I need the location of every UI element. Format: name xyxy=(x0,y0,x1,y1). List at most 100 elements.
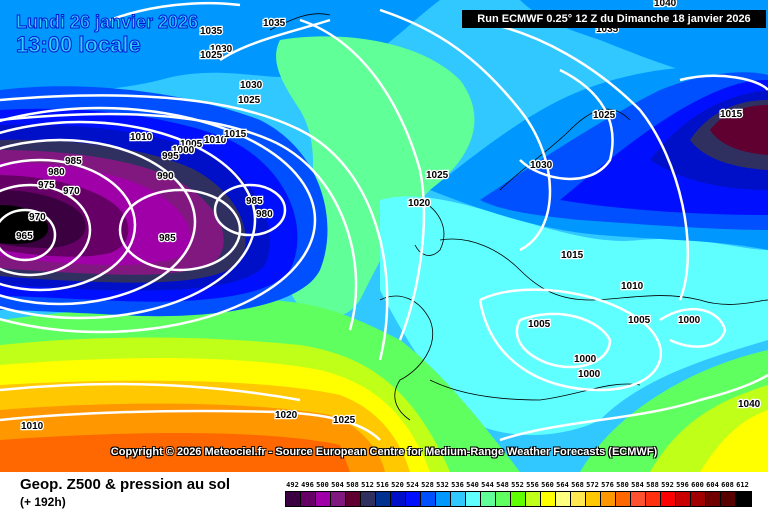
legend-swatch xyxy=(466,492,481,506)
pressure-label: 1025 xyxy=(333,415,356,426)
legend-swatch xyxy=(706,492,721,506)
legend-value: 600 xyxy=(691,481,704,489)
pressure-label: 1005 xyxy=(628,315,651,326)
legend-value: 500 xyxy=(316,481,329,489)
legend-swatch xyxy=(646,492,661,506)
pressure-label: 980 xyxy=(48,167,65,178)
pressure-label: 1015 xyxy=(561,250,584,261)
model-run-info: Run ECMWF 0.25° 12 Z du Dimanche 18 janv… xyxy=(462,10,766,28)
legend-swatch xyxy=(511,492,526,506)
pressure-label: 1000 xyxy=(578,369,601,380)
pressure-labels: 1035 1035 1030 1025 1030 1025 1010 1005 … xyxy=(15,0,762,433)
legend-labels: 492 496 500 504 508 512 516 520 524 528 532 536 540 5… xyxy=(285,481,752,491)
legend-value: 548 xyxy=(496,481,509,489)
copyright-notice: Copyright © 2026 Meteociel.fr - Source E… xyxy=(110,446,658,458)
pressure-label: 1000 xyxy=(574,354,597,365)
legend-swatch xyxy=(661,492,676,506)
legend-swatch xyxy=(481,492,496,506)
legend-swatch xyxy=(541,492,556,506)
legend-swatches xyxy=(285,491,752,507)
weather-map: 1035 1035 1030 1025 1030 1025 1010 1005 … xyxy=(0,0,768,472)
legend-value: 524 xyxy=(406,481,419,489)
legend-swatch xyxy=(436,492,451,506)
legend-value: 508 xyxy=(346,481,359,489)
legend-value: 540 xyxy=(466,481,479,489)
pressure-label: 990 xyxy=(157,171,174,182)
legend-swatch xyxy=(421,492,436,506)
legend-value: 556 xyxy=(526,481,539,489)
legend-swatch xyxy=(376,492,391,506)
legend-value: 560 xyxy=(541,481,554,489)
legend-value: 520 xyxy=(391,481,404,489)
isobars xyxy=(0,1,768,442)
pressure-label: 995 xyxy=(162,151,179,162)
legend-swatch xyxy=(331,492,346,506)
legend-swatch xyxy=(556,492,571,506)
pressure-label: 1000 xyxy=(172,145,195,156)
legend-swatch xyxy=(631,492,646,506)
legend-swatch xyxy=(526,492,541,506)
coastlines xyxy=(269,13,768,421)
legend-swatch xyxy=(451,492,466,506)
pressure-label: 1010 xyxy=(204,135,227,146)
legend-value: 580 xyxy=(616,481,629,489)
pressure-label: 1025 xyxy=(426,170,449,181)
pressure-label: 1010 xyxy=(621,281,644,292)
pressure-label: 965 xyxy=(16,231,33,242)
legend-value: 504 xyxy=(331,481,344,489)
legend-value: 552 xyxy=(511,481,524,489)
legend-swatch xyxy=(691,492,706,506)
lead-time: (+ 192h) xyxy=(20,495,66,509)
legend-value: 536 xyxy=(451,481,464,489)
pressure-label: 980 xyxy=(256,209,273,220)
legend-swatch xyxy=(616,492,631,506)
pressure-label: 1005 xyxy=(180,139,203,150)
legend-value: 568 xyxy=(571,481,584,489)
legend-swatch xyxy=(301,492,316,506)
pressure-label: 1035 xyxy=(200,26,223,37)
legend-swatch xyxy=(391,492,406,506)
legend-value: 492 xyxy=(286,481,299,489)
legend-value: 608 xyxy=(721,481,734,489)
pressure-label: 1010 xyxy=(130,132,153,143)
pressure-label: 985 xyxy=(246,196,263,207)
pressure-label: 970 xyxy=(63,186,80,197)
pressure-label: 975 xyxy=(38,180,55,191)
legend-swatch xyxy=(721,492,736,506)
forecast-date: Lundi 26 janvier 2026 xyxy=(15,12,199,33)
pressure-label: 970 xyxy=(29,212,46,223)
legend-swatch xyxy=(736,492,751,506)
color-legend: 492 496 500 504 508 512 516 520 524 528 532 536 540 5… xyxy=(285,481,752,507)
pressure-label: 985 xyxy=(65,156,82,167)
pressure-label: 1030 xyxy=(240,80,263,91)
legend-value: 564 xyxy=(556,481,569,489)
pressure-label: 1030 xyxy=(210,44,233,55)
legend-value: 612 xyxy=(736,481,749,489)
pressure-label: 1020 xyxy=(275,410,298,421)
forecast-time: 13:00 locale xyxy=(16,32,142,57)
legend-swatch xyxy=(346,492,361,506)
legend-swatch xyxy=(406,492,421,506)
legend-value: 588 xyxy=(646,481,659,489)
legend-value: 544 xyxy=(481,481,494,489)
geopotential-fill xyxy=(0,0,768,472)
product-title: Geop. Z500 & pression au sol xyxy=(20,476,231,493)
legend-value: 576 xyxy=(601,481,614,489)
pressure-label: 1040 xyxy=(738,399,761,410)
legend-value: 532 xyxy=(436,481,449,489)
pressure-label: 1020 xyxy=(408,198,431,209)
pressure-label: 1010 xyxy=(21,421,44,432)
pressure-label: 1035 xyxy=(263,18,286,29)
pressure-label: 1025 xyxy=(238,95,261,106)
legend-value: 528 xyxy=(421,481,434,489)
legend-value: 592 xyxy=(661,481,674,489)
legend-value: 584 xyxy=(631,481,644,489)
pressure-label: 1015 xyxy=(224,129,247,140)
pressure-label: 1000 xyxy=(678,315,701,326)
pressure-label: 985 xyxy=(159,233,176,244)
legend-swatch xyxy=(601,492,616,506)
pressure-label: 1040 xyxy=(654,0,677,9)
legend-swatch xyxy=(676,492,691,506)
pressure-label: 1030 xyxy=(530,160,553,171)
legend-value: 596 xyxy=(676,481,689,489)
